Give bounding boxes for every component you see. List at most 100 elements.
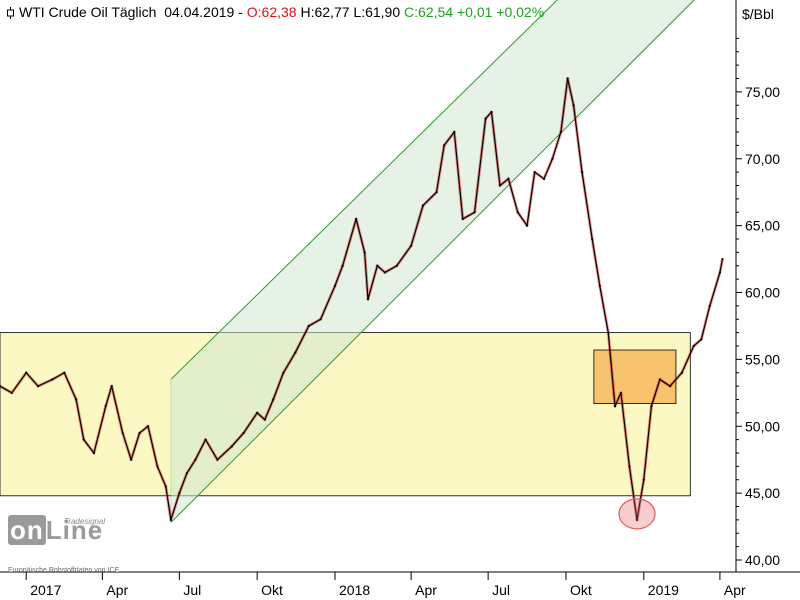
range-zone xyxy=(0,332,691,497)
price-point xyxy=(533,171,536,174)
price-point xyxy=(263,418,266,421)
y-axis-unit: $/Bbl xyxy=(742,6,774,22)
price-point xyxy=(484,117,487,120)
price-point xyxy=(650,405,653,408)
quote-change: +0,01 xyxy=(456,4,493,20)
price-point xyxy=(25,371,28,374)
price-point xyxy=(700,338,703,341)
price-point xyxy=(718,271,722,274)
price-point xyxy=(146,425,150,428)
price-point xyxy=(0,385,2,388)
price-point xyxy=(138,431,141,435)
y-tick-label: 65,00 xyxy=(745,218,780,234)
price-point xyxy=(194,458,197,461)
price-point xyxy=(363,251,366,254)
price-series xyxy=(0,77,724,522)
price-point xyxy=(721,257,724,261)
chart-header: WTI Crude Oil Täglich 04.04.2019 - O:62,… xyxy=(6,4,544,20)
price-point xyxy=(204,438,207,441)
candlestick-icon xyxy=(7,7,14,19)
quote-change-pct: +0,02% xyxy=(496,4,545,20)
price-point xyxy=(598,284,601,287)
price-point xyxy=(490,110,493,114)
price-point xyxy=(185,471,189,475)
price-point xyxy=(410,244,413,247)
y-tick-label: 70,00 xyxy=(745,151,780,167)
y-tick-label: 50,00 xyxy=(745,418,780,434)
price-point xyxy=(668,385,672,388)
price-point xyxy=(421,204,425,207)
price-point xyxy=(319,318,322,321)
price-point xyxy=(708,304,711,307)
price-point xyxy=(628,465,631,468)
x-tick-label: Jul xyxy=(183,582,201,598)
x-tick-label: 2018 xyxy=(339,582,370,598)
price-point xyxy=(355,217,358,221)
x-tick-label: 2017 xyxy=(30,582,61,598)
price-point xyxy=(366,298,370,301)
chart-marks xyxy=(618,498,656,530)
price-point xyxy=(10,391,13,394)
price-point xyxy=(63,371,66,374)
price-point xyxy=(92,451,96,455)
price-point xyxy=(498,184,502,187)
y-tick-label: 60,00 xyxy=(745,285,780,301)
price-point xyxy=(104,405,107,408)
price-point xyxy=(169,518,172,521)
price-point xyxy=(435,191,438,194)
y-tick-label: 45,00 xyxy=(745,485,780,501)
price-point xyxy=(156,465,159,468)
price-point xyxy=(256,411,259,414)
price-point xyxy=(542,177,546,180)
price-point xyxy=(658,378,661,381)
price-point xyxy=(619,391,623,394)
price-point xyxy=(121,431,124,435)
price-point xyxy=(613,405,617,408)
price-point xyxy=(376,264,379,267)
price-point xyxy=(216,458,219,461)
price-point xyxy=(525,224,529,227)
logo-brand-small: Tradesignal xyxy=(64,517,106,526)
price-point xyxy=(580,171,584,174)
price-point xyxy=(282,371,285,374)
x-tick-label: Jul xyxy=(492,582,510,598)
data-source-note: Europäische Rohstoffdaten von ICE xyxy=(8,567,120,574)
instrument-title: WTI Crude Oil Täglich xyxy=(19,4,157,20)
y-tick-label: 75,00 xyxy=(745,84,780,100)
price-point xyxy=(461,217,464,221)
y-tick-label: 55,00 xyxy=(745,351,780,367)
x-tick-label: Okt xyxy=(261,582,283,598)
price-point xyxy=(82,438,85,441)
y-tick-label: 40,00 xyxy=(745,552,780,568)
chart-annotations xyxy=(0,0,695,523)
price-point xyxy=(36,385,40,388)
price-point xyxy=(110,385,113,388)
consolidation-box xyxy=(593,349,677,404)
price-point xyxy=(591,237,594,241)
price-point xyxy=(635,518,639,521)
price-point xyxy=(453,130,456,134)
channel-upper-line xyxy=(170,0,558,380)
tradesignal-logo: onLine Tradesignal xyxy=(8,515,106,545)
price-point xyxy=(473,211,476,214)
price-point xyxy=(507,177,510,180)
price-point xyxy=(130,458,133,461)
price-point xyxy=(272,398,275,401)
price-point xyxy=(680,371,683,374)
price-point xyxy=(383,271,387,274)
price-point xyxy=(164,485,167,488)
price-point xyxy=(341,264,344,267)
price-point xyxy=(566,77,569,80)
x-tick-label: Apr xyxy=(106,582,128,598)
quote-open: O:62,38 xyxy=(246,4,297,20)
price-point xyxy=(294,351,297,354)
price-point xyxy=(178,492,181,495)
price-point xyxy=(516,211,519,214)
price-point xyxy=(551,157,554,160)
price-point xyxy=(559,130,562,134)
price-point xyxy=(307,324,310,328)
price-point xyxy=(230,445,233,448)
price-point xyxy=(395,264,398,267)
